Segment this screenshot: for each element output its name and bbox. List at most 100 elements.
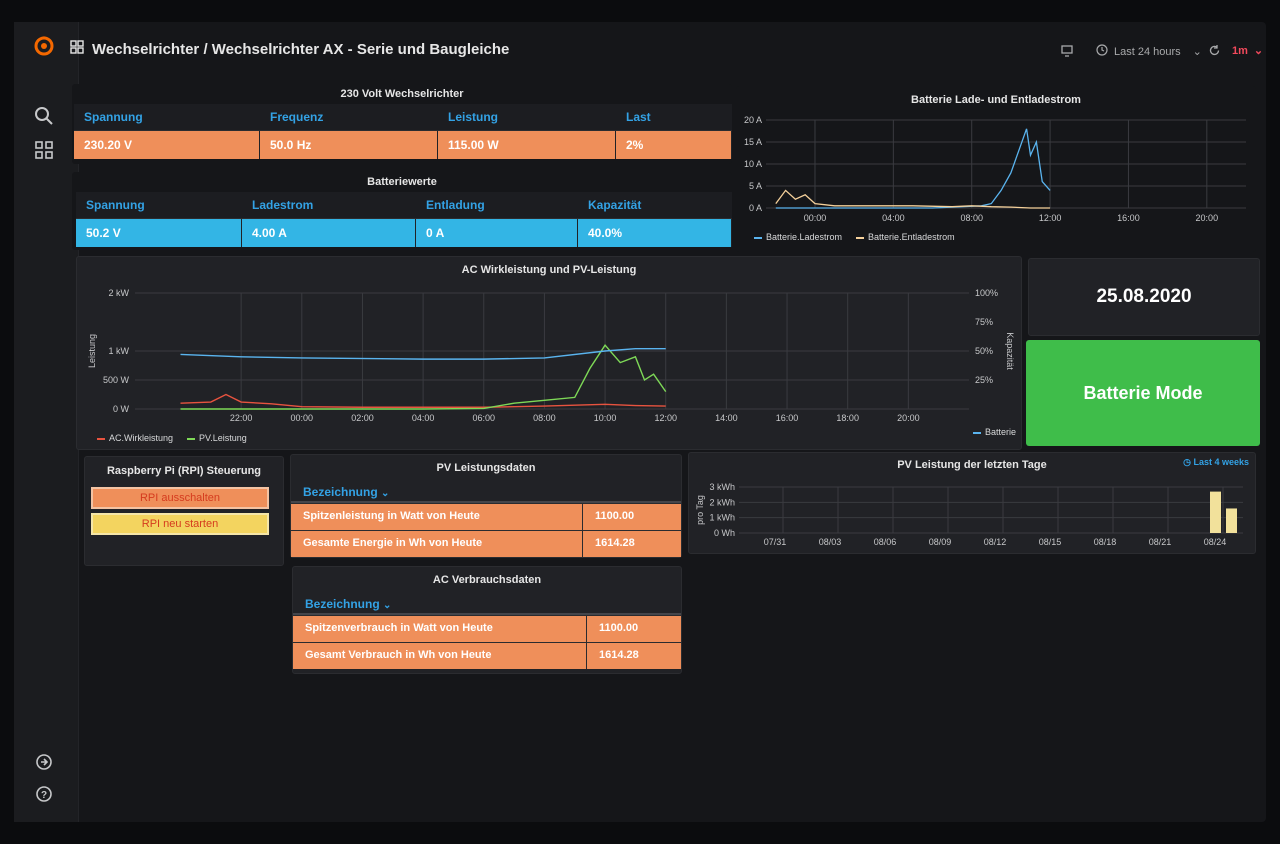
y-tick-label: 0 A: [749, 203, 762, 213]
column-header[interactable]: Spannung: [74, 104, 260, 131]
x-tick-label: 08/18: [1094, 537, 1117, 547]
x-tick-label: 00:00: [804, 213, 827, 223]
grafana-logo-icon[interactable]: [30, 32, 58, 60]
battery-current-chart-panel: Batterie Lade- und Entladestrom 0 A 5 A 10…: [736, 86, 1256, 252]
refresh-icon: [1208, 44, 1221, 60]
refresh-interval-picker[interactable]: 1m ⌄: [1232, 44, 1264, 58]
y-tick-label: 0 W: [113, 404, 130, 414]
y2-tick-label: 50%: [975, 346, 993, 356]
y-tick-label: 500 W: [103, 375, 130, 385]
x-tick-label: 04:00: [412, 413, 435, 423]
clock-icon: [1096, 44, 1108, 59]
chevron-down-icon: ⌄: [1253, 45, 1264, 57]
y-tick-label: 3 kWh: [709, 482, 735, 492]
charge-current-value: 4.00 A: [242, 219, 416, 247]
column-header[interactable]: Last: [616, 104, 732, 131]
legend-item[interactable]: Batterie.Ladestrom: [754, 232, 842, 242]
legend-item[interactable]: PV.Leistung: [187, 433, 247, 443]
column-header[interactable]: Ladestrom: [242, 192, 416, 219]
legend-label: Batterie.Ladestrom: [766, 232, 843, 242]
x-tick-label: 08/15: [1039, 537, 1062, 547]
rpi-shutdown-button[interactable]: RPI ausschalten: [91, 487, 269, 509]
x-tick-label: 08/03: [819, 537, 842, 547]
x-tick-label: 08:00: [960, 213, 983, 223]
column-header[interactable]: Leistung: [438, 104, 616, 131]
panel-title: Batterie Lade- und Entladestrom: [911, 94, 1081, 106]
y-tick-label: 0 Wh: [714, 528, 735, 538]
legend-swatch: [973, 431, 981, 434]
pv-days-chart[interactable]: 0 Wh 1 kWh 2 kWh 3 kWh 07/31 08/03 08/06 08/09 0…: [689, 477, 1257, 553]
dashboards-icon[interactable]: [30, 136, 58, 164]
row-label: Gesamte Energie in Wh von Heute: [291, 531, 583, 557]
column-header[interactable]: Spannung: [76, 192, 242, 219]
dashboard-title[interactable]: Wechselrichter / Wechselrichter AX - Ser…: [70, 38, 509, 60]
y2-tick-label: 25%: [975, 375, 993, 385]
table-column-header[interactable]: Bezeichnung ⌄: [305, 597, 391, 611]
x-tick-label: 20:00: [897, 413, 920, 423]
x-tick-label: 18:00: [836, 413, 859, 423]
y-axis-label: Leistung: [87, 334, 97, 368]
legend-swatch: [856, 236, 865, 239]
legend-item[interactable]: Batterie.Entladestrom: [856, 232, 955, 242]
column-header[interactable]: Entladung: [416, 192, 578, 219]
x-tick-label: 22:00: [230, 413, 253, 423]
x-tick-label: 08/21: [1149, 537, 1172, 547]
monitor-icon: [1060, 44, 1074, 61]
series-line: [775, 189, 1051, 209]
ac-power-chart[interactable]: 0 W 500 W 1 kW 2 kW 25% 50% 75% 100% 22:00 00:00 0…: [77, 279, 1023, 427]
series-line: [180, 347, 666, 360]
row-value: 1100.00: [599, 622, 639, 634]
dashboard-title-text: Wechselrichter / Wechselrichter AX - Ser…: [92, 40, 510, 58]
search-icon[interactable]: [30, 102, 58, 130]
y-axis-label: pro Tag: [695, 495, 705, 525]
legend-label: Batterie.Entladestrom: [868, 232, 955, 242]
panel-title: Raspberry Pi (RPI) Steuerung: [106, 465, 262, 477]
time-range-picker[interactable]: Last 24 hours ⌄: [1096, 44, 1202, 59]
power-value: 115.00 W: [438, 131, 616, 159]
pv-data-panel: PV Leistungsdaten Bezeichnung ⌄ Spitzenl…: [290, 454, 682, 558]
y2-axis-label: Kapazität: [1005, 332, 1015, 370]
x-tick-label: 08/24: [1204, 537, 1227, 547]
y2-tick-label: 75%: [975, 317, 993, 327]
legend-label: AC.Wirkleistung: [109, 433, 174, 443]
refresh-button[interactable]: [1208, 44, 1221, 60]
pv-days-chart-panel: PV Leistung der letzten Tage ◷ Last 4 we…: [688, 452, 1256, 554]
legend-swatch: [187, 437, 196, 440]
y-tick-label: 10 A: [744, 159, 762, 169]
x-tick-label: 20:00: [1196, 213, 1219, 223]
header-divider: [291, 501, 681, 503]
tv-mode-button[interactable]: [1060, 44, 1074, 61]
x-tick-label: 16:00: [1117, 213, 1140, 223]
dashboard-grid-icon: [70, 40, 84, 58]
rpi-restart-button[interactable]: RPI neu starten: [91, 513, 269, 535]
x-tick-label: 08/12: [984, 537, 1007, 547]
column-header[interactable]: Kapazität: [578, 192, 732, 219]
panel-time-override[interactable]: ◷ Last 4 weeks: [1183, 457, 1249, 468]
table-row: Gesamt Verbrauch in Wh von Heute 1614.28: [293, 642, 681, 669]
y2-tick-label: 100%: [975, 288, 998, 298]
y-tick-label: 15 A: [744, 137, 762, 147]
time-range-label: Last 24 hours: [1114, 45, 1181, 58]
discharge-value: 0 A: [416, 219, 578, 247]
sign-in-icon[interactable]: [30, 748, 58, 776]
legend-item[interactable]: AC.Wirkleistung: [97, 433, 173, 443]
y-tick-label: 5 A: [749, 181, 762, 191]
chart-legend-right: Batterie: [973, 427, 1016, 437]
help-icon[interactable]: ?: [30, 780, 58, 808]
x-tick-label: 14:00: [715, 413, 738, 423]
x-tick-label: 04:00: [882, 213, 905, 223]
x-tick-label: 12:00: [654, 413, 677, 423]
x-tick-label: 06:00: [472, 413, 495, 423]
ac-consumption-panel: AC Verbrauchsdaten Bezeichnung ⌄ Spitzen…: [292, 566, 682, 674]
rpi-control-panel: Raspberry Pi (RPI) Steuerung RPI ausscha…: [84, 456, 284, 566]
table-column-header[interactable]: Bezeichnung ⌄: [303, 485, 389, 499]
battery-current-chart[interactable]: 0 A 5 A 10 A 15 A 20 A 00:00 04:00 08:00 12:00 16…: [736, 106, 1256, 228]
series-line: [180, 344, 667, 410]
legend-swatch: [97, 437, 105, 440]
column-header[interactable]: Frequenz: [260, 104, 438, 131]
legend-item[interactable]: Batterie: [973, 427, 1016, 437]
x-tick-label: 07/31: [764, 537, 787, 547]
sidebar: ?: [14, 22, 79, 822]
y-tick-label: 2 kWh: [709, 497, 735, 507]
table-row: Gesamte Energie in Wh von Heute 1614.28: [291, 530, 681, 557]
